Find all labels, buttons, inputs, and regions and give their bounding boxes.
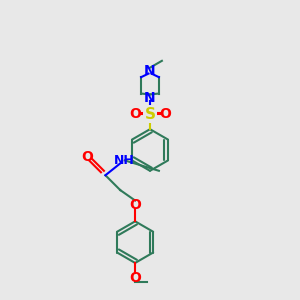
Text: O: O <box>129 107 141 121</box>
Text: O: O <box>129 271 141 285</box>
Text: N: N <box>144 64 156 78</box>
Text: NH: NH <box>114 154 135 167</box>
Text: N: N <box>144 91 156 105</box>
Text: O: O <box>82 150 94 164</box>
Text: O: O <box>159 107 171 121</box>
Text: S: S <box>145 107 155 122</box>
Text: O: O <box>129 198 141 212</box>
